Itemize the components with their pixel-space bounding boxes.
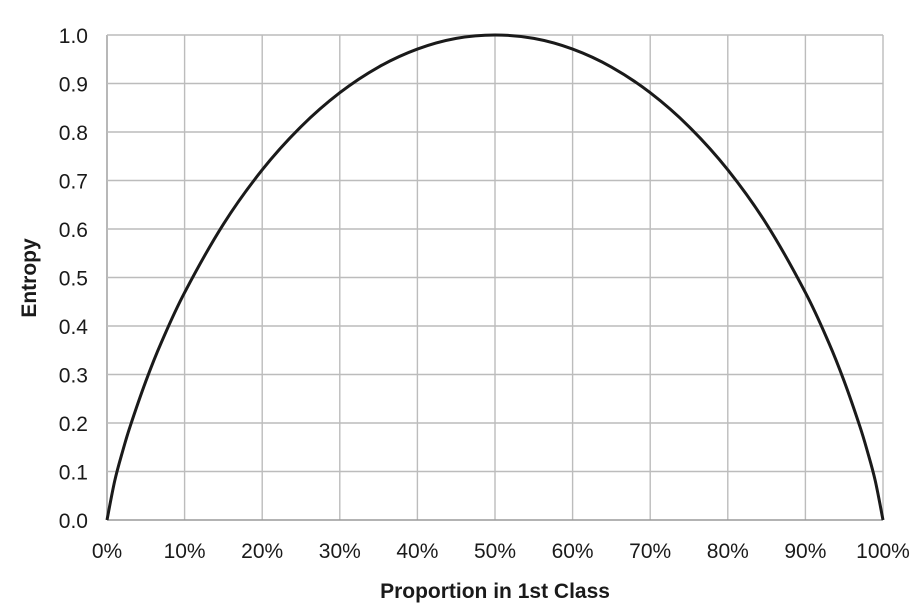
x-tick-labels: 0% 10% 20% 30% 40% 50% 60% 70% 80% 90% 100% (92, 540, 910, 563)
x-tick-label: 0% (92, 540, 122, 563)
x-tick-label: 10% (164, 540, 206, 563)
y-tick-label: 0.8 (59, 122, 88, 145)
x-axis-title: Proportion in 1st Class (380, 580, 610, 603)
x-tick-label: 80% (707, 540, 749, 563)
x-tick-label: 90% (784, 540, 826, 563)
y-tick-label: 0.3 (59, 365, 88, 388)
x-tick-label: 70% (629, 540, 671, 563)
x-tick-label: 50% (474, 540, 516, 563)
x-tick-label: 100% (856, 540, 910, 563)
entropy-curve (105, 33, 885, 521)
y-tick-label: 0.6 (59, 219, 88, 242)
y-tick-labels: 0.0 0.1 0.2 0.3 0.4 0.5 0.6 0.7 0.8 0.9 1.0 (59, 25, 89, 533)
y-tick-label: 0.4 (59, 316, 89, 339)
y-tick-label: 0.9 (59, 74, 88, 97)
x-tick-label: 60% (552, 540, 594, 563)
y-axis-title: Entropy (18, 238, 41, 318)
y-tick-label: 0.1 (59, 462, 88, 485)
y-tick-label: 0.7 (59, 171, 88, 194)
y-tick-label: 0.5 (59, 268, 88, 291)
x-tick-label: 40% (396, 540, 438, 563)
y-gridlines (107, 34, 883, 521)
x-tick-label: 30% (319, 540, 361, 563)
y-tick-label: 0.2 (59, 413, 88, 436)
y-tick-label: 1.0 (59, 25, 88, 48)
x-tick-label: 20% (241, 540, 283, 563)
y-tick-label: 0.0 (59, 510, 88, 533)
